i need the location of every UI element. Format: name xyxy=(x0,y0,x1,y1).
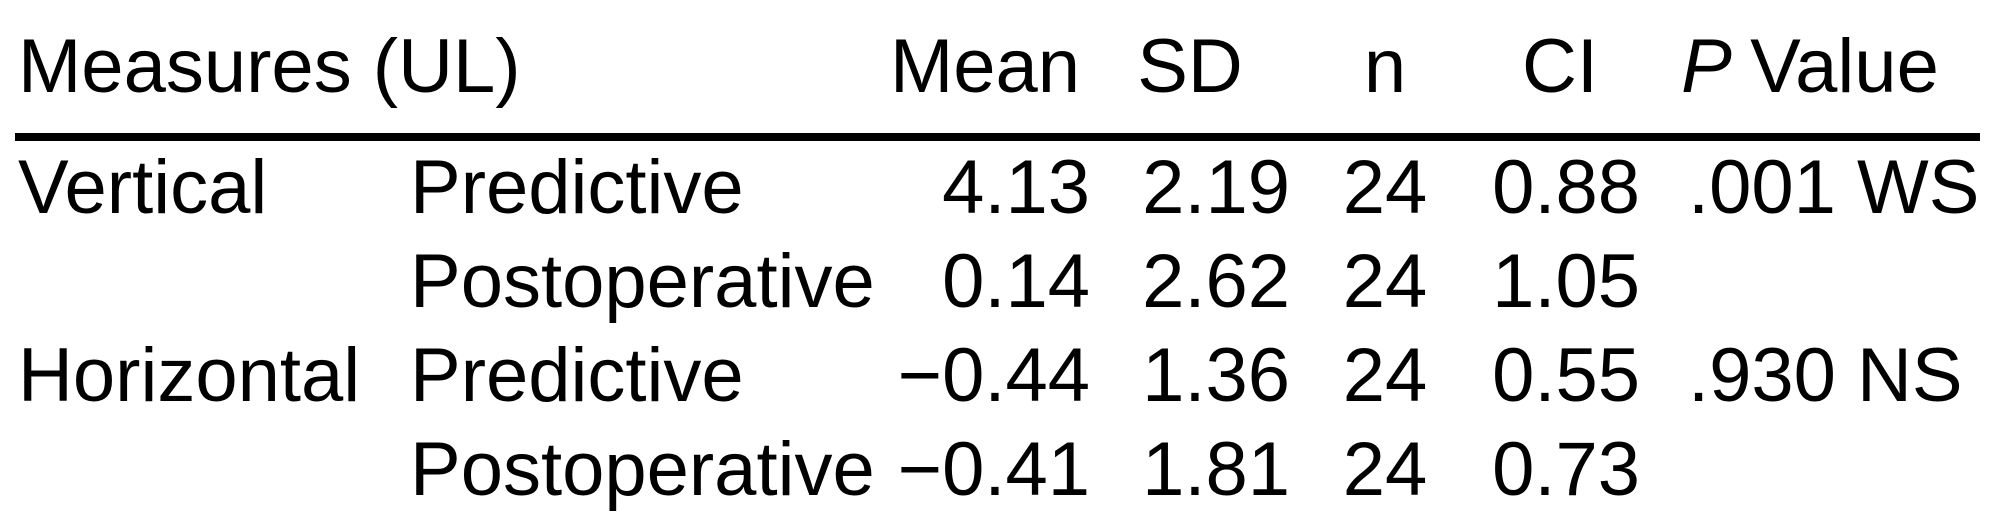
cell-n: 24 xyxy=(1342,427,1428,512)
cell-measure: Vertical xyxy=(18,145,268,230)
cell-measure: Horizontal xyxy=(18,333,361,418)
header-measures-ul: Measures (UL) xyxy=(18,23,521,109)
cell-phase: Predictive xyxy=(410,145,744,230)
header-mean: Mean xyxy=(889,23,1081,109)
header-sd: SD xyxy=(1137,23,1243,109)
header-ci: CI xyxy=(1522,23,1598,109)
cell-mean: −0.41 xyxy=(897,427,1090,512)
table-row: Postoperative 0.14 2.62 24 1.05 xyxy=(0,235,1991,329)
cell-mean: 4.13 xyxy=(942,145,1090,230)
cell-n: 24 xyxy=(1342,145,1428,230)
table-row: Postoperative −0.41 1.81 24 0.73 xyxy=(0,423,1991,517)
table-row: Vertical Predictive 4.13 2.19 24 0.88 .0… xyxy=(0,141,1991,235)
cell-phase: Predictive xyxy=(410,333,744,418)
header-p-value: P Value xyxy=(1640,28,1980,105)
cell-ci: 0.88 xyxy=(1492,145,1640,230)
cell-ci: 1.05 xyxy=(1492,239,1640,324)
header-n: n xyxy=(1363,23,1407,109)
p-value-italic-p: P xyxy=(1681,23,1732,109)
cell-mean: −0.44 xyxy=(897,333,1090,418)
cell-sd: 2.62 xyxy=(1142,239,1290,324)
cell-mean: 0.14 xyxy=(942,239,1090,324)
cell-ci: 0.73 xyxy=(1492,427,1640,512)
cell-sd: 1.81 xyxy=(1142,427,1290,512)
table-header-row: Measures (UL) Mean SD n CI P Value xyxy=(15,0,1980,141)
cell-phase: Postoperative xyxy=(410,427,875,512)
cell-phase: Postoperative xyxy=(410,239,875,324)
cell-sd: 1.36 xyxy=(1142,333,1290,418)
cell-sd: 2.19 xyxy=(1142,145,1290,230)
cell-p-value: .930 NS xyxy=(1688,333,1963,418)
cell-p-value: .001 WS xyxy=(1688,145,1980,230)
cell-n: 24 xyxy=(1342,239,1428,324)
cell-ci: 0.55 xyxy=(1492,333,1640,418)
cell-n: 24 xyxy=(1342,333,1428,418)
table-row: Horizontal Predictive −0.44 1.36 24 0.55… xyxy=(0,329,1991,423)
p-value-word: Value xyxy=(1750,23,1939,109)
